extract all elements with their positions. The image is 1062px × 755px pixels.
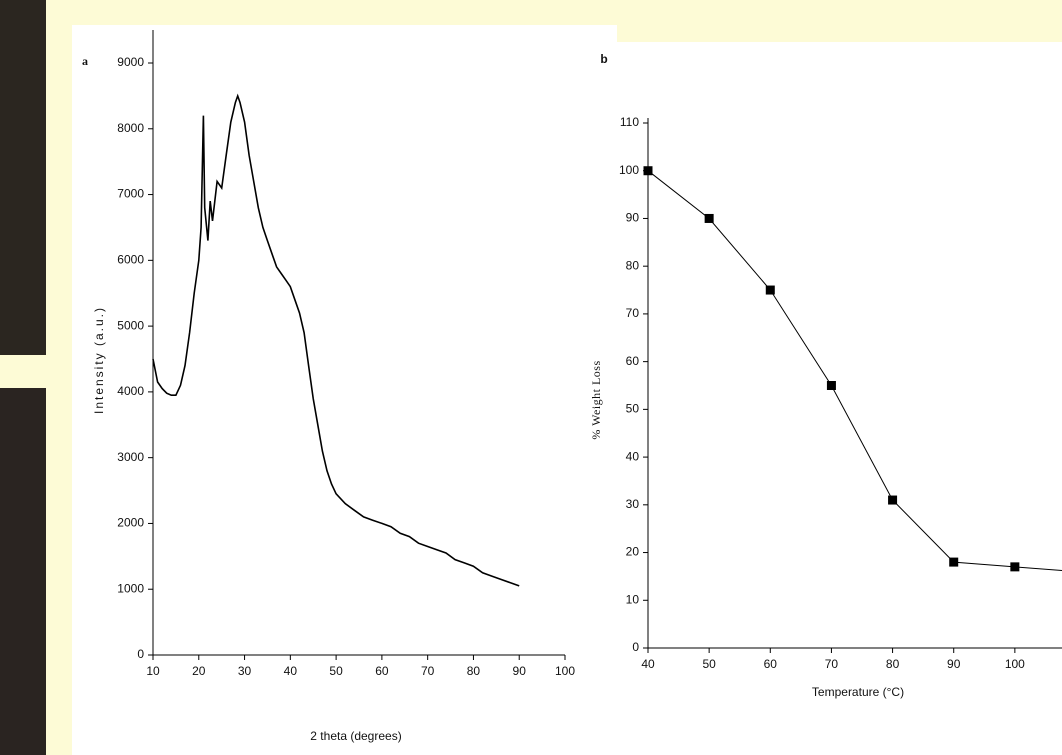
y-tick-label: 4000 bbox=[117, 384, 144, 398]
x-axis-label: Temperature (°C) bbox=[812, 685, 904, 699]
y-tick-label: 5000 bbox=[117, 318, 144, 332]
data-line bbox=[152, 93, 520, 587]
data-point bbox=[949, 557, 959, 567]
x-tick-label: 70 bbox=[421, 664, 435, 678]
y-tick-label: 6000 bbox=[117, 253, 144, 267]
data-point bbox=[704, 213, 714, 223]
x-tick-label: 60 bbox=[375, 664, 389, 678]
data-point bbox=[1010, 562, 1020, 572]
panel-b bbox=[575, 42, 1062, 755]
data-point bbox=[826, 381, 836, 390]
x-tick-label: 70 bbox=[825, 657, 839, 671]
data-line bbox=[647, 170, 1062, 572]
photo-strip bbox=[0, 388, 46, 755]
data-point bbox=[765, 285, 775, 295]
x-tick-label: 20 bbox=[192, 664, 206, 678]
y-tick-label: 3000 bbox=[117, 450, 144, 464]
y-tick-label: 20 bbox=[626, 545, 640, 559]
y-tick-label: 9000 bbox=[117, 55, 144, 69]
x-tick-label: 90 bbox=[947, 657, 961, 671]
x-tick-label: 50 bbox=[702, 657, 716, 671]
x-tick-label: 30 bbox=[238, 664, 252, 678]
y-tick-label: 60 bbox=[626, 354, 640, 368]
panel-label: b bbox=[600, 52, 607, 66]
x-tick-label: 40 bbox=[284, 664, 298, 678]
y-tick-label: 40 bbox=[626, 449, 640, 463]
y-tick-label: 30 bbox=[626, 497, 640, 511]
y-tick-label: 100 bbox=[619, 163, 639, 177]
x-tick-label: 10 bbox=[146, 664, 160, 678]
y-tick-label: 80 bbox=[626, 258, 640, 272]
y-axis-label: % Weight Loss bbox=[589, 360, 603, 439]
y-axis-label: Intensity (a.u.) bbox=[92, 306, 106, 414]
x-tick-label: 90 bbox=[513, 664, 527, 678]
x-tick-label: 80 bbox=[467, 664, 481, 678]
y-tick-label: 50 bbox=[626, 402, 640, 416]
y-tick-label: 0 bbox=[632, 640, 639, 654]
y-tick-label: 1000 bbox=[117, 581, 144, 595]
panel-label: a bbox=[82, 54, 88, 68]
data-point bbox=[643, 166, 653, 176]
y-tick-label: 70 bbox=[626, 306, 640, 320]
x-tick-label: 60 bbox=[764, 657, 778, 671]
x-tick-label: 80 bbox=[886, 657, 900, 671]
y-tick-label: 90 bbox=[626, 211, 640, 225]
y-tick-label: 2000 bbox=[117, 516, 144, 530]
x-tick-label: 100 bbox=[1005, 657, 1025, 671]
x-axis-label: 2 theta (degrees) bbox=[310, 729, 401, 743]
data-point bbox=[888, 495, 898, 505]
y-tick-label: 10 bbox=[626, 592, 640, 606]
x-tick-label: 100 bbox=[555, 664, 575, 678]
y-tick-label: 7000 bbox=[117, 187, 144, 201]
panel-a bbox=[72, 25, 617, 755]
x-tick-label: 50 bbox=[329, 664, 343, 678]
y-tick-label: 8000 bbox=[117, 121, 144, 135]
y-tick-label: 0 bbox=[137, 647, 144, 661]
photo-strip bbox=[0, 0, 46, 355]
x-tick-label: 40 bbox=[641, 657, 655, 671]
y-tick-label: 110 bbox=[620, 115, 639, 129]
